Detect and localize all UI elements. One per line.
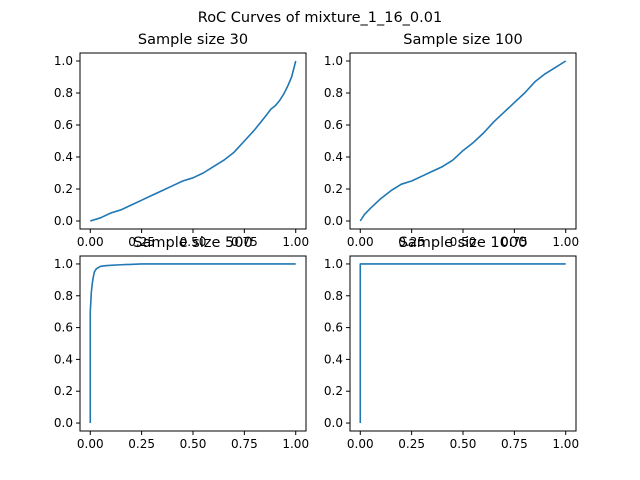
x-tick-label: 0.75 <box>501 235 528 249</box>
y-tick-label: 0.4 <box>54 150 73 164</box>
x-tick-label: 0.75 <box>231 235 258 249</box>
chart-sample-size-30: 0.00 0.25 0.50 0.75 1.00 0.0 0.2 0.4 0.6 0.8 1.0 Sa… <box>54 32 309 249</box>
x-tick-label: 0.00 <box>347 437 374 451</box>
y-tick-label: 0.6 <box>324 118 343 132</box>
y-tick-label: 0.0 <box>54 416 73 430</box>
y-tick-label: 0.8 <box>54 86 73 100</box>
figure-title: RoC Curves of mixture_1_16_0.01 <box>198 10 442 26</box>
subplot-title: Sample size 500 <box>133 235 252 251</box>
x-tick-label: 1.00 <box>282 437 309 451</box>
y-tick-label: 0.8 <box>324 289 343 303</box>
y-tick-label: 0.0 <box>54 214 73 228</box>
roc-curve-line <box>359 263 566 424</box>
x-tick-label: 0.00 <box>347 235 374 249</box>
y-tick-label: 0.8 <box>54 289 73 303</box>
roc-curve-line <box>90 60 297 222</box>
subplot-title: Sample size 1000 <box>399 235 528 251</box>
y-tick-label: 0.0 <box>324 214 343 228</box>
x-tick-label: 0.00 <box>77 437 104 451</box>
y-tick-label: 0.6 <box>54 118 73 132</box>
x-tick-label: 0.75 <box>501 437 528 451</box>
chart-sample-size-100: 0.00 0.25 0.50 0.75 1.00 0.0 0.2 0.4 0.6 0.8 1.0 Sa… <box>324 32 579 249</box>
y-tick-label: 0.2 <box>54 384 73 398</box>
y-tick-label: 0.2 <box>54 182 73 196</box>
y-tick-label: 0.4 <box>324 150 343 164</box>
y-tick-label: 0.6 <box>54 321 73 335</box>
subplot-grid: 0.00 0.25 0.50 0.75 1.00 0.0 0.2 0.4 0.6 0.8 1.0 Sa… <box>54 32 579 451</box>
x-tick-label: 1.00 <box>552 437 579 451</box>
x-tick-label: 0.50 <box>180 235 207 249</box>
subplot-title: Sample size 30 <box>138 32 248 48</box>
x-tick-label: 1.00 <box>282 235 309 249</box>
x-tick-label: 0.25 <box>128 235 155 249</box>
x-tick-label: 0.00 <box>77 235 104 249</box>
y-tick-label: 0.4 <box>54 352 73 366</box>
y-tick-label: 1.0 <box>324 54 343 68</box>
y-tick-label: 1.0 <box>54 257 73 271</box>
x-tick-label: 0.25 <box>398 437 425 451</box>
x-tick-label: 1.00 <box>552 235 579 249</box>
y-tick-label: 0.4 <box>324 352 343 366</box>
x-tick-label: 0.50 <box>450 437 477 451</box>
roc-curve-line <box>359 60 567 222</box>
subplot-title: Sample size 100 <box>403 32 522 48</box>
x-tick-label: 0.25 <box>128 437 155 451</box>
y-tick-label: 0.0 <box>324 416 343 430</box>
y-tick-label: 0.6 <box>324 321 343 335</box>
x-tick-label: 0.50 <box>180 437 207 451</box>
x-tick-label: 0.50 <box>450 235 477 249</box>
roc-curve-line <box>89 263 296 424</box>
x-tick-label: 0.75 <box>231 437 258 451</box>
chart-sample-size-500: 0.00 0.25 0.50 0.75 1.00 0.0 0.2 0.4 0.6 0.8 1.0 Sa… <box>54 235 309 451</box>
y-tick-label: 0.8 <box>324 86 343 100</box>
y-tick-label: 0.2 <box>324 384 343 398</box>
y-tick-label: 0.2 <box>324 182 343 196</box>
chart-sample-size-1000: 0.00 0.25 0.50 0.75 1.00 0.0 0.2 0.4 0.6 0.8 1.0 Sa… <box>324 235 579 451</box>
x-tick-label: 0.25 <box>398 235 425 249</box>
y-tick-label: 1.0 <box>324 257 343 271</box>
y-tick-label: 1.0 <box>54 54 73 68</box>
